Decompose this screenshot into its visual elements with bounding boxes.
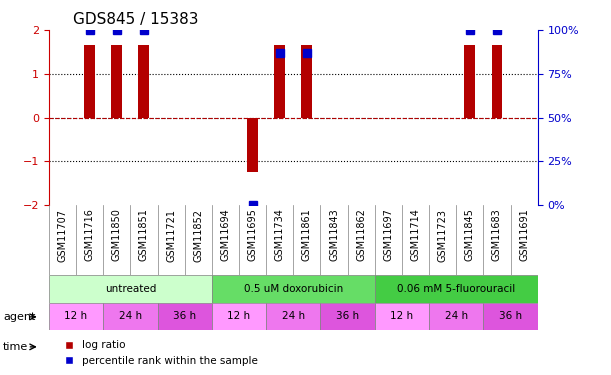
FancyBboxPatch shape — [49, 303, 103, 330]
Text: GSM11697: GSM11697 — [383, 209, 393, 261]
Legend: log ratio, percentile rank within the sample: log ratio, percentile rank within the sa… — [54, 336, 262, 370]
Bar — [301, 45, 312, 117]
Text: time: time — [3, 342, 28, 352]
Text: GSM11714: GSM11714 — [411, 209, 420, 261]
Bar — [139, 45, 149, 117]
Text: GSM11707: GSM11707 — [57, 209, 67, 261]
Text: GSM11861: GSM11861 — [302, 209, 312, 261]
Text: GSM11695: GSM11695 — [247, 209, 258, 261]
FancyBboxPatch shape — [375, 275, 538, 303]
Text: GSM11851: GSM11851 — [139, 209, 149, 261]
Text: 12 h: 12 h — [65, 311, 87, 321]
Text: 36 h: 36 h — [336, 311, 359, 321]
Text: untreated: untreated — [104, 284, 156, 294]
FancyBboxPatch shape — [266, 303, 320, 330]
Text: 36 h: 36 h — [499, 311, 522, 321]
FancyBboxPatch shape — [320, 303, 375, 330]
Text: GSM11694: GSM11694 — [221, 209, 230, 261]
FancyBboxPatch shape — [212, 303, 266, 330]
Bar — [247, 117, 258, 172]
FancyBboxPatch shape — [375, 303, 429, 330]
Text: 24 h: 24 h — [119, 311, 142, 321]
Bar — [491, 45, 502, 117]
Text: 24 h: 24 h — [282, 311, 305, 321]
Text: 12 h: 12 h — [390, 311, 414, 321]
Text: GSM11734: GSM11734 — [275, 209, 285, 261]
Text: 0.5 uM doxorubicin: 0.5 uM doxorubicin — [244, 284, 343, 294]
Text: GSM11683: GSM11683 — [492, 209, 502, 261]
Bar — [84, 45, 95, 117]
Text: GSM11716: GSM11716 — [84, 209, 95, 261]
FancyBboxPatch shape — [429, 303, 483, 330]
Text: 0.06 mM 5-fluorouracil: 0.06 mM 5-fluorouracil — [397, 284, 515, 294]
Text: 24 h: 24 h — [445, 311, 468, 321]
FancyBboxPatch shape — [483, 303, 538, 330]
Text: GSM11691: GSM11691 — [519, 209, 529, 261]
FancyBboxPatch shape — [158, 303, 212, 330]
Bar — [274, 45, 285, 117]
Text: 36 h: 36 h — [173, 311, 196, 321]
FancyBboxPatch shape — [212, 275, 375, 303]
Text: GSM11850: GSM11850 — [112, 209, 122, 261]
Bar — [464, 45, 475, 117]
FancyBboxPatch shape — [49, 275, 212, 303]
Text: GSM11862: GSM11862 — [356, 209, 366, 261]
Text: 12 h: 12 h — [227, 311, 251, 321]
Text: GSM11721: GSM11721 — [166, 209, 176, 261]
Bar — [111, 45, 122, 117]
Text: GSM11843: GSM11843 — [329, 209, 339, 261]
Text: agent: agent — [3, 312, 35, 322]
Text: GSM11845: GSM11845 — [465, 209, 475, 261]
Text: GSM11852: GSM11852 — [193, 209, 203, 261]
Text: GDS845 / 15383: GDS845 / 15383 — [73, 12, 199, 27]
FancyBboxPatch shape — [103, 303, 158, 330]
Text: GSM11723: GSM11723 — [437, 209, 448, 261]
